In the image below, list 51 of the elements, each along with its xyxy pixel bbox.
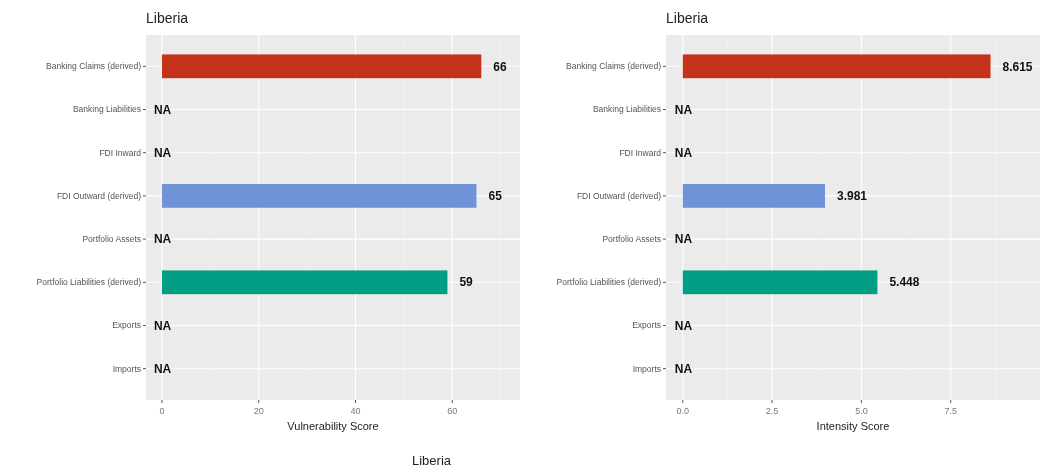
y-tick-label: Imports [112,363,141,374]
chart-title: Liberia [146,10,189,26]
x-tick-label: 7.5 [944,406,957,416]
y-tick-label: Imports [632,363,661,374]
y-tick-label: FDI Inward [99,147,142,158]
y-tick-label: FDI Inward [619,147,662,158]
y-tick-label: FDI Outward (derived) [576,190,662,201]
text: NA [153,145,172,160]
y-tick-label: Exports [632,320,661,331]
data-label: 65 [488,189,503,204]
text: NA [674,102,693,117]
x-axis-title: Vulnerability Score [287,420,379,432]
bar [682,54,991,79]
chart-title: Liberia [666,10,709,26]
text: NA [153,232,172,247]
x-tick-label: 0.0 [676,406,690,416]
y-tick-label: Portfolio Liabilities (derived) [556,277,662,288]
bar [161,54,482,79]
y-tick-label: Banking Liabilities [592,104,661,115]
text: Liberia [411,453,452,468]
x-tick-label: 2.5 [765,406,779,416]
x-tick-label: 5.0 [855,406,868,416]
y-tick-label: Portfolio Assets [82,234,141,245]
data-label: 8.615 [1002,59,1033,74]
y-tick-label: Exports [112,320,141,331]
text: NA [674,145,693,160]
x-tick-label: 0 [159,406,165,416]
bar [682,270,878,295]
x-tick-label: 40 [350,406,361,416]
x-tick-label: 20 [253,406,264,416]
data-label: 66 [493,59,507,74]
y-tick-label: Banking Claims (derived) [566,61,662,72]
text: NA [674,361,693,376]
bar [161,184,477,208]
y-tick-label: Portfolio Assets [602,234,661,245]
data-label: 3.981 [836,189,868,204]
bar [682,184,825,208]
bar [161,270,448,295]
text: NA [674,318,693,333]
y-tick-label: Banking Claims (derived) [46,61,142,72]
y-tick-label: FDI Outward (derived) [56,190,142,201]
text: NA [153,102,172,117]
text: NA [153,361,172,376]
y-tick-label: Banking Liabilities [72,104,141,115]
data-label: 5.448 [889,275,920,290]
text: NA [674,232,693,247]
text: NA [153,318,172,333]
data-label: 59 [459,275,474,290]
y-tick-label: Portfolio Liabilities (derived) [36,277,142,288]
x-axis-title: Intensity Score [816,420,890,432]
x-tick-label: 60 [447,406,458,416]
